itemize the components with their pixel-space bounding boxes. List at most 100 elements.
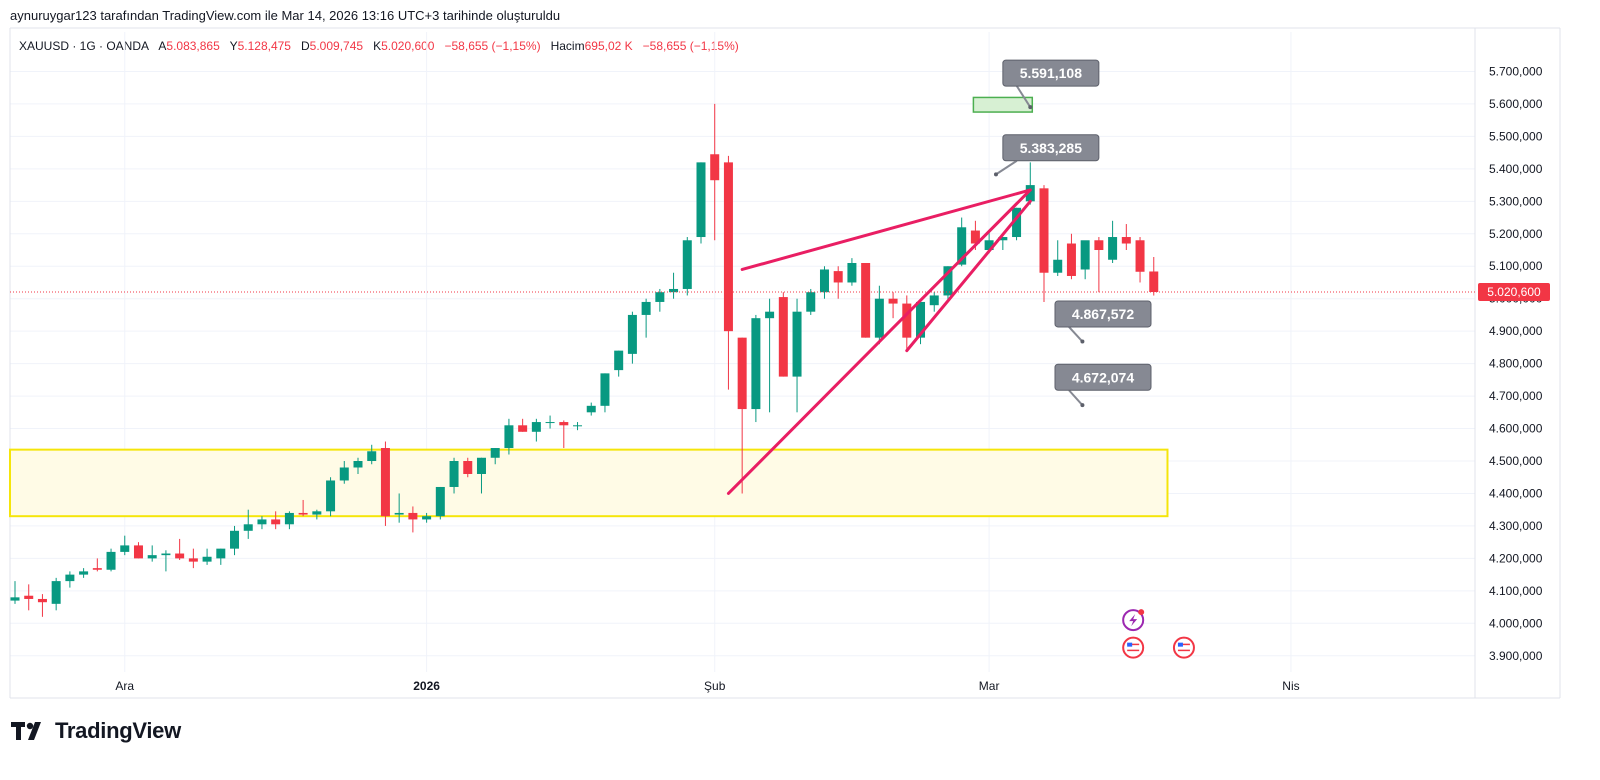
candle-body [641, 301, 651, 315]
candle-body [1135, 240, 1145, 272]
price-callout: 4.672,074 [1054, 363, 1152, 408]
candle [1080, 240, 1090, 280]
candle [874, 285, 884, 345]
callout-pointer [995, 159, 1018, 176]
symbol-name[interactable]: XAUUSD · 1G · OANDA [19, 39, 150, 53]
candle-body [916, 301, 926, 338]
volume-value: 695,02 K [584, 39, 633, 53]
y-tick-label: 4.900,000 [1489, 324, 1543, 338]
candle [79, 568, 89, 578]
candle [586, 402, 596, 416]
trendline [726, 188, 1032, 495]
candle [1066, 233, 1076, 280]
callout-text: 5.383,285 [1020, 140, 1082, 156]
y-tick-label: 5.600,000 [1489, 97, 1543, 111]
candle [435, 486, 445, 520]
candle [669, 272, 679, 299]
candle-body [765, 311, 775, 319]
candle-body [682, 240, 692, 289]
candle-body [1080, 240, 1090, 270]
y-tick-label: 4.300,000 [1489, 519, 1543, 533]
candle-body [861, 262, 871, 338]
candle-body [380, 448, 390, 517]
candle [449, 457, 459, 494]
change-value: −58,655 (−1,15%) [444, 39, 541, 53]
candle [806, 288, 816, 315]
candle [723, 155, 733, 390]
candle-body [833, 271, 843, 283]
candle [861, 262, 871, 338]
x-tick-label: Şub [704, 679, 726, 693]
candle-body [984, 240, 994, 251]
candle-body [394, 512, 404, 515]
candle [929, 292, 939, 312]
us-flag-icon[interactable] [1172, 636, 1195, 659]
flag-stripe [1177, 649, 1190, 652]
candle-body [230, 530, 240, 549]
candle-body [778, 297, 788, 377]
flash-event-icon[interactable] [1122, 609, 1145, 632]
candle-body [147, 555, 157, 559]
low-value: 5.009,745 [309, 39, 364, 53]
candle-body [806, 292, 816, 312]
tradingview-logo-icon [11, 722, 41, 740]
close-label: K [373, 39, 382, 53]
y-tick-label: 4.000,000 [1489, 616, 1543, 630]
candle-body [92, 568, 102, 570]
price-callout: 5.383,285 [993, 134, 1100, 177]
y-tick-label: 5.700,000 [1489, 64, 1543, 78]
candle-body [1012, 207, 1022, 238]
candle [751, 314, 761, 423]
flag-stripe [1177, 652, 1190, 655]
candle [422, 512, 432, 523]
candle [408, 506, 418, 533]
candle-body [271, 519, 281, 525]
candle-body [133, 545, 143, 559]
candle [312, 509, 322, 520]
candle [614, 350, 624, 377]
candle [120, 535, 130, 556]
candle-body [531, 422, 541, 432]
candle [833, 266, 843, 299]
candle-body [696, 162, 706, 238]
candle-body [51, 581, 61, 604]
trendline [905, 199, 1032, 353]
candle-body [751, 318, 761, 410]
price-callout: 4.867,572 [1054, 300, 1152, 344]
candle [847, 258, 857, 286]
candle [1135, 237, 1145, 283]
candle-body [614, 350, 624, 371]
candle-body [545, 422, 555, 424]
candle [655, 288, 665, 312]
candle-body [723, 162, 733, 332]
candle-body [37, 598, 47, 603]
candle [1039, 185, 1049, 302]
callout-anchor [993, 172, 998, 177]
flag-stripe [1177, 643, 1190, 646]
callout-box [1054, 363, 1152, 391]
candle [504, 418, 514, 455]
candle-body [1149, 271, 1159, 293]
us-flag-icon[interactable] [1122, 636, 1145, 659]
symbol-legend: XAUUSD · 1G · OANDA A5.083,865 Y5.128,47… [19, 39, 739, 53]
chart-caption: aynuruygar123 tarafından TradingView.com… [10, 8, 561, 23]
candle [339, 461, 349, 484]
candle [902, 295, 912, 351]
candle-body [106, 551, 116, 570]
candle [10, 581, 20, 604]
tradingview-logo[interactable]: TradingView [11, 718, 181, 744]
candle [394, 493, 404, 523]
candle-body [1066, 243, 1076, 276]
y-tick-label: 5.300,000 [1489, 194, 1543, 208]
candle [271, 511, 281, 530]
candle [161, 550, 171, 572]
candle [531, 418, 541, 442]
candle-body [573, 425, 583, 427]
volume-label: Hacim [550, 39, 585, 53]
candle [641, 298, 651, 338]
x-tick-label: Mar [979, 679, 1000, 693]
candle [147, 545, 157, 562]
candle-body [490, 448, 500, 458]
y-tick-label: 4.400,000 [1489, 486, 1543, 500]
